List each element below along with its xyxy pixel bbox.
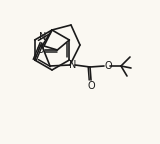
Text: N: N <box>69 60 77 70</box>
Text: O: O <box>87 81 95 91</box>
Text: O: O <box>104 61 112 71</box>
Text: O: O <box>36 45 44 55</box>
Text: N: N <box>39 32 46 42</box>
